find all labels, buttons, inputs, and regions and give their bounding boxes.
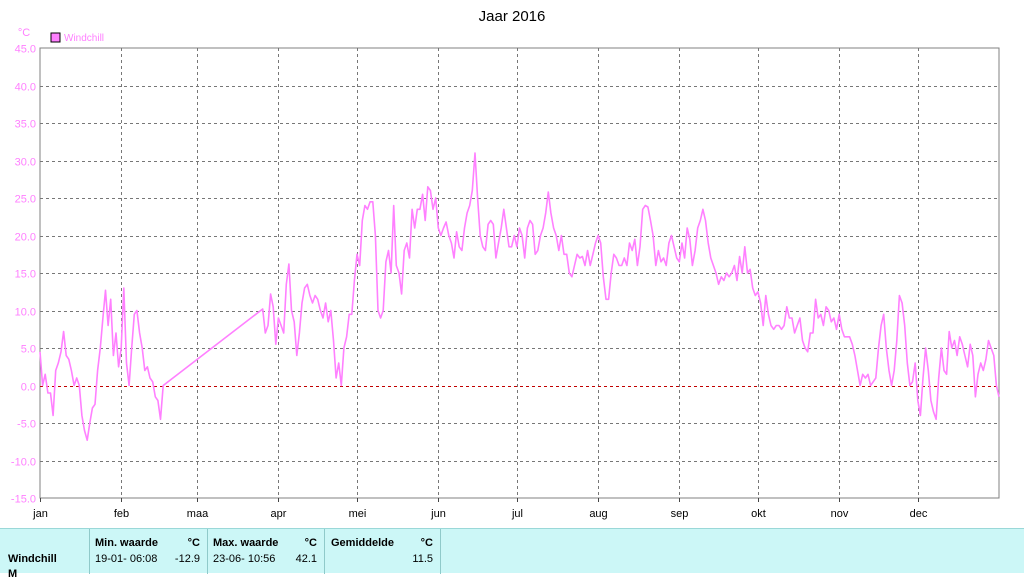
y-axis-ticks: 45.0 40.0 35.0 30.0 25.0 20.0 15.0 10.0 5.0 0.0 -5…	[11, 44, 36, 506]
avg-unit: °C	[420, 537, 433, 549]
stats-avg-cell: Gemiddelde °C 11.5	[324, 529, 441, 574]
grid	[40, 48, 999, 498]
x-tick-label: aug	[589, 508, 607, 520]
y-tick-label: 25.0	[15, 194, 36, 206]
legend-label: Windchill	[64, 33, 104, 44]
plot-area	[39, 47, 1000, 499]
stats-row-label-cut: M	[8, 568, 18, 580]
y-tick-label: 20.0	[15, 232, 36, 244]
legend-swatch	[50, 32, 61, 43]
x-axis-ticks: jan feb maa apr mei jun jul aug sep okt nov dec	[32, 498, 928, 520]
x-tick-label: apr	[271, 508, 287, 520]
max-unit: °C	[304, 537, 317, 549]
x-tick-label: mei	[349, 508, 367, 520]
min-header: Min. waarde	[95, 537, 158, 549]
y-tick-label: 15.0	[15, 269, 36, 281]
x-tick-label: maa	[187, 508, 209, 520]
x-tick-label: jan	[32, 508, 48, 520]
series-line-windchill	[39, 152, 1000, 442]
x-tick-label: okt	[751, 508, 766, 520]
x-tick-label: dec	[910, 508, 928, 520]
stats-min-cell: Min. waarde °C 19-01- 06:08 -12.9	[89, 529, 207, 574]
y-tick-label: 0.0	[21, 382, 36, 394]
x-tick-label: jun	[430, 508, 446, 520]
min-value: -12.9	[174, 553, 200, 565]
min-time: 19-01- 06:08	[95, 553, 158, 565]
stats-max-cell: Max. waarde °C 23-06- 10:56 42.1	[207, 529, 324, 574]
x-tick-label: sep	[671, 508, 689, 520]
y-tick-label: -10.0	[11, 457, 36, 469]
max-value: 42.1	[295, 553, 317, 565]
avg-header: Gemiddelde	[331, 537, 394, 549]
chart: Jaar 2016 °C Windchill 45.0 40.0 35.0 30.0 2…	[11, 8, 1000, 520]
statistics-panel: Windchill M Min. waarde °C 19-01- 06:08 …	[0, 528, 1024, 580]
avg-value: 11.5	[412, 553, 433, 565]
min-unit: °C	[187, 537, 200, 549]
y-unit-label: °C	[18, 27, 30, 39]
y-tick-label: 10.0	[15, 307, 36, 319]
x-tick-label: jul	[511, 508, 523, 520]
stats-row-label: Windchill	[8, 553, 57, 565]
y-tick-label: -15.0	[11, 494, 36, 506]
y-tick-label: -5.0	[17, 419, 36, 431]
chart-title: Jaar 2016	[479, 8, 546, 25]
y-tick-label: 40.0	[15, 82, 36, 94]
y-tick-label: 35.0	[15, 119, 36, 131]
y-tick-label: 45.0	[15, 44, 36, 56]
y-tick-label: 30.0	[15, 157, 36, 169]
max-time: 23-06- 10:56	[213, 553, 276, 565]
y-tick-label: 5.0	[21, 344, 36, 356]
x-tick-label: nov	[831, 508, 849, 520]
x-tick-label: feb	[114, 508, 129, 520]
max-header: Max. waarde	[213, 537, 279, 549]
